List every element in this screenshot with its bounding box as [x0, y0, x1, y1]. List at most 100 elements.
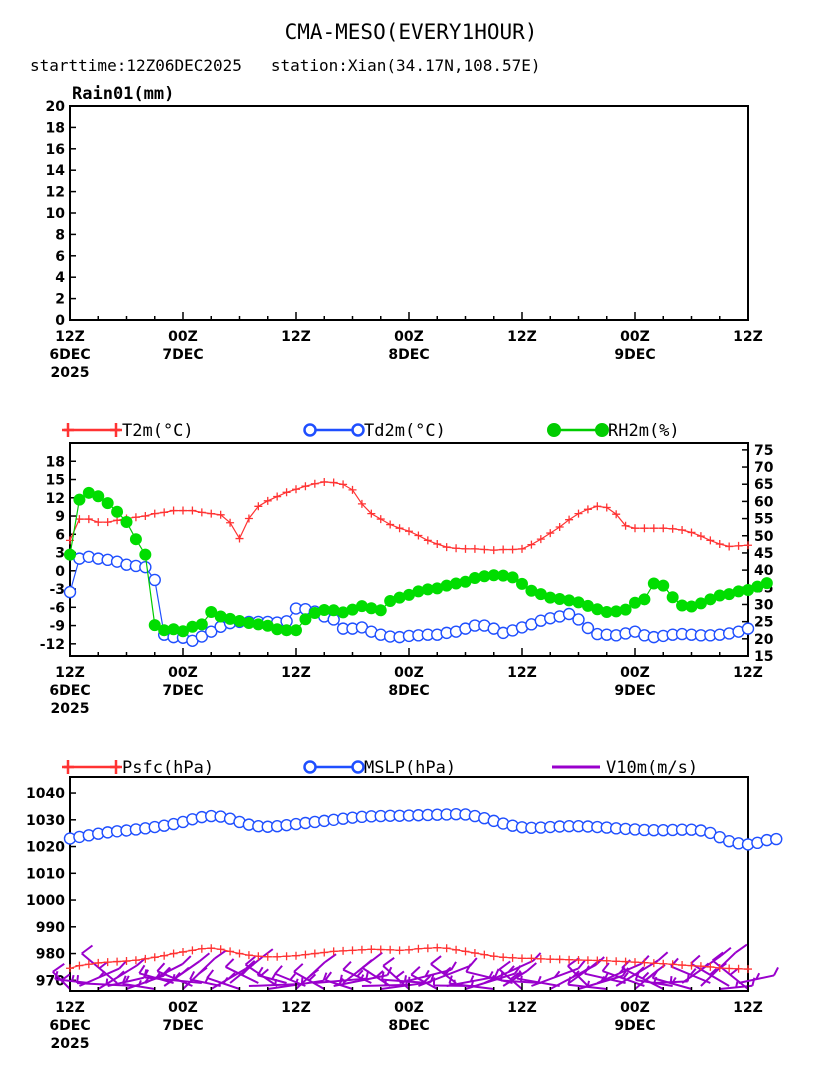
x-tick-label: 12Z: [507, 665, 537, 681]
rh2m-point: [111, 505, 124, 518]
psfc-point: [696, 962, 705, 971]
t2m-point: [583, 505, 592, 514]
rh2m-point: [120, 516, 133, 529]
y-right-tick-label: 40: [754, 563, 774, 579]
x-tick-label: 12Z: [507, 1000, 537, 1016]
x-date-label: 9DEC: [614, 1018, 655, 1034]
psfc-point: [131, 956, 140, 965]
psfc-point: [433, 943, 442, 952]
x-tick-label: 00Z: [168, 329, 198, 345]
t2m-point: [470, 544, 479, 553]
x-tick-label: 00Z: [620, 1000, 650, 1016]
x-tick-label: 12Z: [507, 329, 537, 345]
x-tick-label: 12Z: [281, 665, 311, 681]
wind-barb-feather: [689, 968, 697, 976]
wind-barb-feather: [735, 981, 739, 988]
wind-barb-feather: [469, 975, 475, 982]
psfc-point: [678, 961, 687, 970]
t2m-point: [160, 508, 169, 517]
legend-label: MSLP(hPa): [364, 758, 456, 778]
t2m-point: [499, 545, 508, 554]
wind-barb-feather: [189, 970, 196, 980]
wind-barb-feather: [735, 943, 748, 954]
t2m-point: [508, 545, 517, 554]
wind-barb-feather: [532, 952, 542, 962]
y-tick-label: 1030: [26, 813, 65, 829]
y-tick-label: 9: [55, 509, 65, 525]
wind-barb-feather: [450, 961, 457, 971]
td2m-point: [195, 630, 209, 643]
wind-barb-feather: [181, 966, 190, 975]
rh2m-point: [299, 613, 312, 626]
wind-barb-feather: [322, 972, 328, 982]
psfc-point: [357, 945, 366, 954]
psfc-point: [122, 957, 131, 966]
x-tick-label: 12Z: [55, 1000, 85, 1016]
y-tick-label: 1000: [26, 893, 65, 909]
psfc-point: [583, 956, 592, 965]
t2m-point: [244, 514, 253, 523]
psfc-point: [244, 951, 253, 960]
wind-barb-feather: [214, 949, 227, 960]
psfc-point: [725, 964, 734, 973]
y-tick-label: 10: [46, 206, 66, 222]
psfc-point: [687, 961, 696, 970]
t2m-point: [659, 524, 668, 533]
psfc-point: [273, 952, 282, 961]
psfc-point: [593, 956, 602, 965]
psfc-point: [84, 960, 93, 969]
wind-barb-feather: [395, 970, 405, 979]
t2m-point: [94, 518, 103, 527]
td2m-point: [63, 585, 77, 599]
x-tick-label: 00Z: [394, 1000, 424, 1016]
legend-marker-circle: [303, 423, 317, 437]
psfc-point: [649, 959, 658, 968]
wind-barb-feather: [198, 952, 211, 963]
psfc-point: [612, 957, 621, 966]
mslp-point: [770, 832, 783, 846]
psfc-point: [602, 956, 611, 965]
psfc-point: [263, 952, 272, 961]
wind-barb-feather: [773, 966, 779, 976]
t2m-point: [687, 528, 696, 537]
t2m-point: [395, 524, 404, 533]
wind-barb-feather: [424, 969, 430, 977]
wind-barb-feather: [143, 969, 148, 978]
psfc-point: [470, 949, 479, 958]
psfc-point: [216, 945, 225, 954]
psfc-point: [668, 960, 677, 969]
x-date-label: 9DEC: [614, 347, 655, 363]
chart-title: CMA-MESO(EVERY1HOUR): [284, 20, 538, 44]
wind-barb-feather: [81, 944, 94, 955]
t2m-point: [593, 502, 602, 511]
wind-barb-feather: [245, 960, 256, 970]
psfc-point: [536, 954, 545, 963]
t2m-point: [301, 482, 310, 491]
y-tick-label: 980: [36, 947, 65, 963]
t2m-point: [696, 532, 705, 541]
t2m-point: [706, 536, 715, 545]
x-year-label: 2025: [51, 701, 90, 717]
t2m-point: [489, 546, 498, 555]
x-tick-label: 00Z: [394, 665, 424, 681]
t2m-point: [329, 478, 338, 487]
wind-barb-feather: [720, 946, 732, 957]
t2m-point: [518, 544, 526, 553]
psfc-point: [197, 944, 206, 953]
wind-barb-feather: [430, 955, 442, 965]
t2m-point: [254, 502, 263, 511]
legend-marker-circle: [303, 760, 317, 774]
rh2m-point: [73, 493, 86, 506]
t2m-point: [150, 509, 159, 518]
t2m-point: [555, 522, 564, 531]
t2m-point: [131, 513, 140, 522]
wind-barb-feather: [669, 976, 673, 983]
wind-barb-feather: [138, 964, 146, 974]
wind-barb-feather: [410, 966, 421, 976]
y-tick-label: 0: [55, 564, 65, 580]
psfc-point: [621, 957, 630, 966]
psfc-point: [94, 958, 103, 967]
y-tick-label: 990: [36, 920, 65, 936]
wind-barb-feather: [98, 961, 108, 970]
psfc-point: [423, 944, 432, 953]
